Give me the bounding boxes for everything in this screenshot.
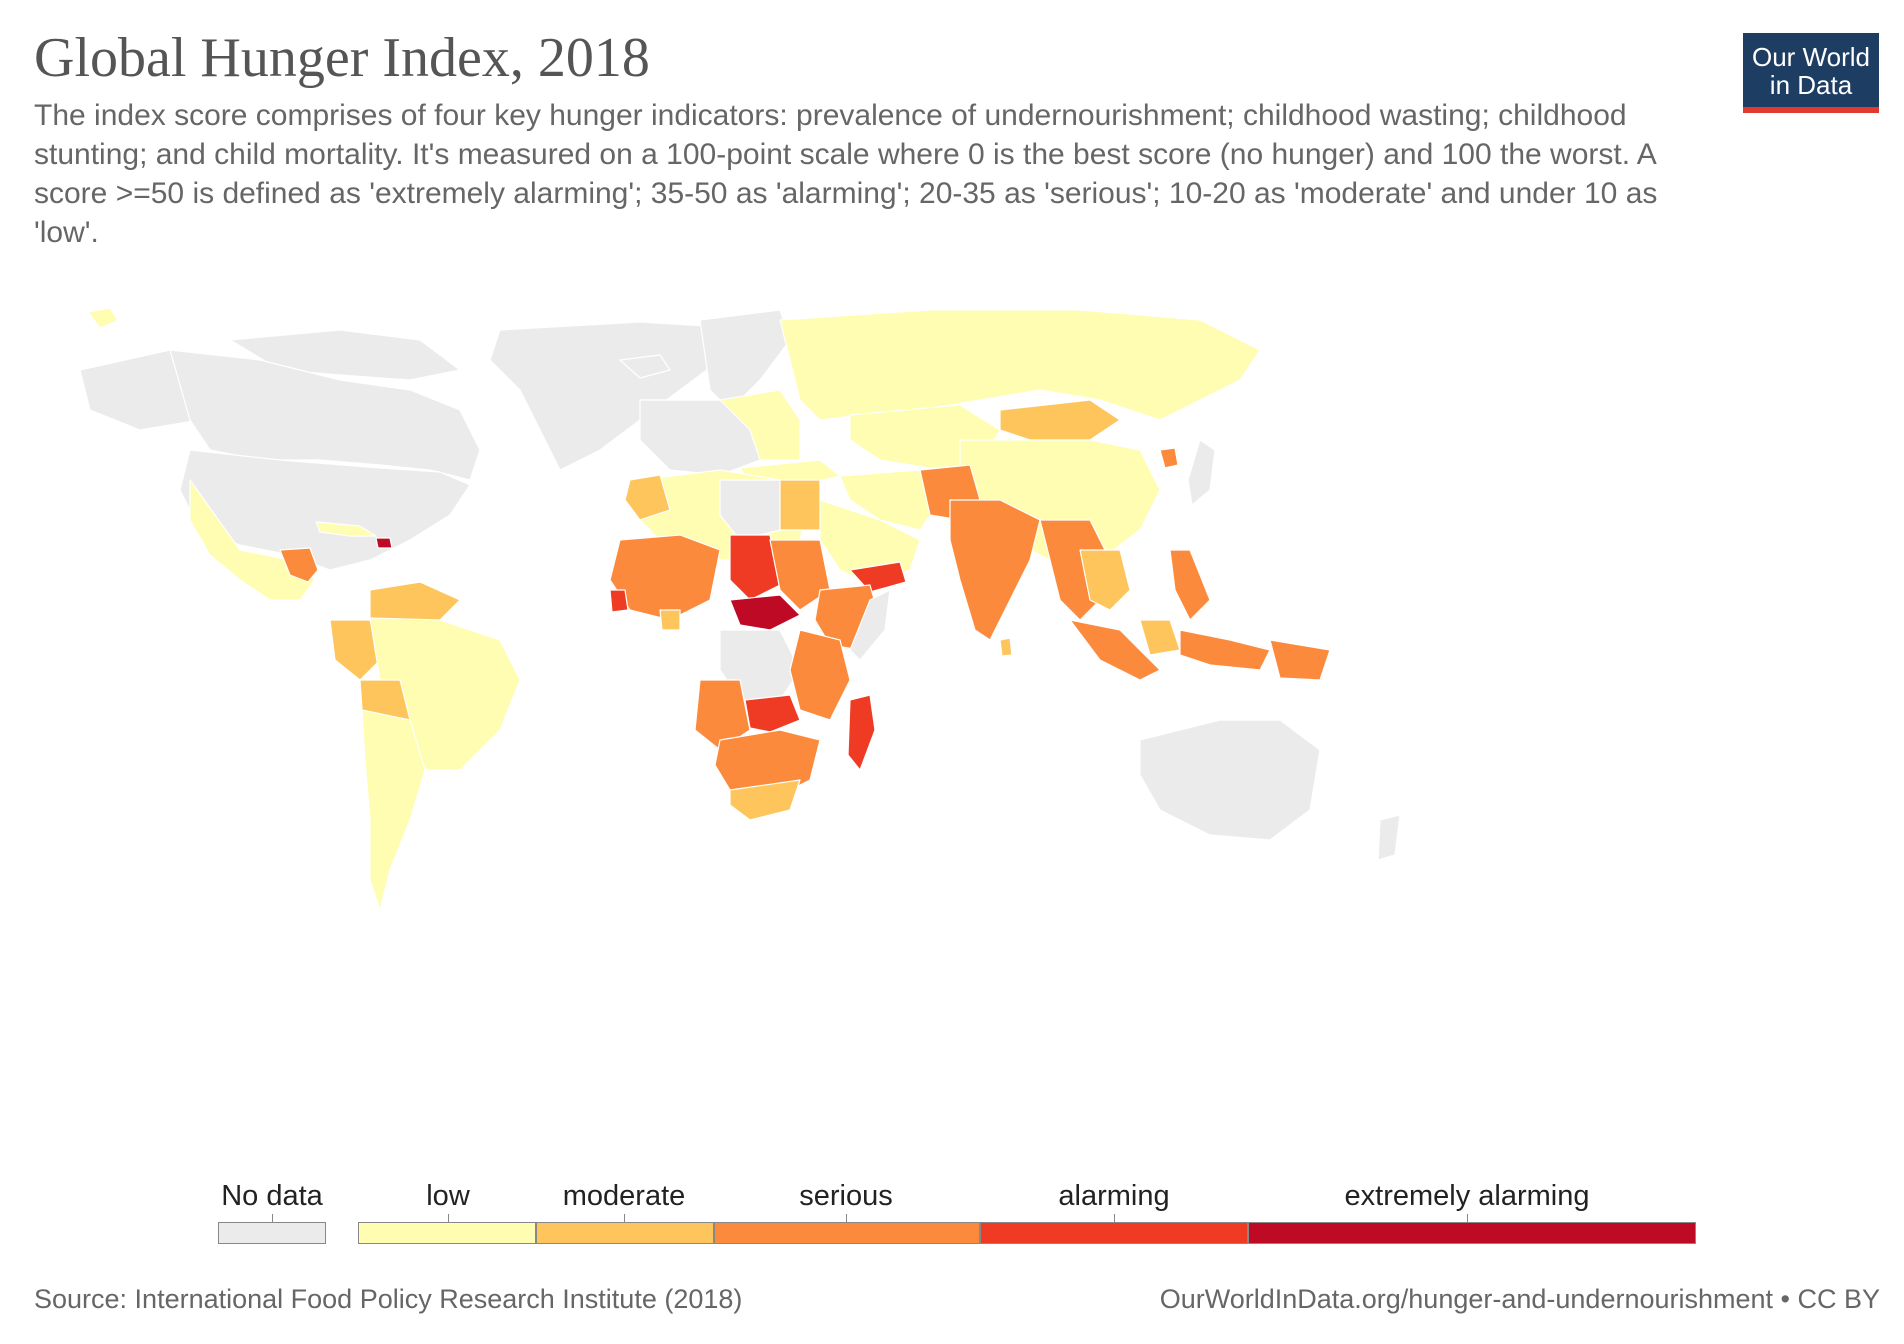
- legend-bin-extremely-alarming-label: extremely alarming: [1344, 1180, 1590, 1212]
- region-gulf-of-guinea[interactable]: [659, 609, 681, 631]
- region-new-zealand[interactable]: [1377, 814, 1401, 861]
- region-mexico[interactable]: [189, 479, 316, 601]
- region-morocco[interactable]: [624, 474, 671, 521]
- region-west-coast[interactable]: [609, 589, 629, 613]
- logo-line-2: in Data: [1769, 70, 1853, 100]
- legend-bin-alarming[interactable]: [980, 1222, 1248, 1244]
- legend-bin-low-label: low: [426, 1180, 470, 1212]
- world-map[interactable]: [80, 300, 1680, 1120]
- owid-logo[interactable]: Our World in Data: [1743, 33, 1879, 113]
- legend-bin-moderate[interactable]: [536, 1222, 714, 1244]
- footer-link[interactable]: OurWorldInData.org/hunger-and-undernouri…: [1159, 1284, 1880, 1314]
- chart-subtitle: The index score comprises of four key hu…: [34, 99, 1658, 249]
- region-philippines[interactable]: [1169, 549, 1211, 621]
- region-indonesia-west[interactable]: [1069, 619, 1161, 681]
- source-note: Source: International Food Policy Resear…: [34, 1284, 743, 1314]
- region-yemen[interactable]: [849, 561, 907, 593]
- region-arctic-island[interactable]: [87, 307, 119, 329]
- region-indonesia-central[interactable]: [1139, 619, 1181, 656]
- legend-bin-extremely-alarming[interactable]: [1248, 1222, 1696, 1244]
- region-scandinavia[interactable]: [699, 309, 791, 411]
- region-central-america[interactable]: [279, 547, 319, 583]
- region-india[interactable]: [949, 499, 1041, 641]
- legend-tick: [1114, 1214, 1115, 1222]
- region-sri-lanka[interactable]: [999, 637, 1013, 657]
- region-cuba[interactable]: [315, 521, 377, 537]
- region-eastern-europe[interactable]: [719, 389, 801, 461]
- region-haiti[interactable]: [375, 537, 393, 549]
- region-russia[interactable]: [779, 309, 1261, 421]
- region-south-africa[interactable]: [729, 779, 801, 821]
- region-papua[interactable]: [1269, 639, 1331, 681]
- region-east-africa[interactable]: [789, 629, 851, 721]
- logo-line-1: Our World: [1752, 42, 1870, 72]
- legend: No data low moderate serious alarming ex…: [0, 1180, 1904, 1244]
- region-sudan[interactable]: [769, 539, 831, 611]
- chart-title: Global Hunger Index, 2018: [34, 27, 650, 89]
- region-zambia[interactable]: [744, 694, 801, 733]
- region-canada[interactable]: [169, 349, 481, 481]
- legend-bin-moderate-label: moderate: [562, 1180, 686, 1212]
- region-north-korea[interactable]: [1159, 447, 1179, 469]
- region-japan[interactable]: [1187, 439, 1216, 506]
- legend-no-data-swatch[interactable]: [218, 1222, 326, 1244]
- legend-bin-serious-label: serious: [799, 1180, 893, 1212]
- region-iceland[interactable]: [619, 354, 671, 379]
- region-madagascar[interactable]: [847, 694, 876, 771]
- region-chad[interactable]: [729, 534, 781, 601]
- legend-tick: [272, 1214, 273, 1222]
- region-central-african-republic[interactable]: [729, 594, 801, 631]
- legend-tick: [846, 1214, 847, 1222]
- region-sahel-west[interactable]: [609, 534, 721, 621]
- legend-bin-alarming-label: alarming: [1058, 1180, 1170, 1212]
- region-egypt[interactable]: [779, 479, 821, 531]
- region-mongolia[interactable]: [999, 399, 1121, 441]
- legend-tick: [1467, 1214, 1468, 1222]
- region-indonesia-east[interactable]: [1179, 629, 1271, 671]
- legend-bin-low[interactable]: [358, 1222, 536, 1244]
- region-peru-ecuador[interactable]: [329, 619, 381, 681]
- legend-tick: [624, 1214, 625, 1222]
- legend-tick: [448, 1214, 449, 1222]
- region-australia[interactable]: [1139, 719, 1321, 841]
- region-somalia[interactable]: [849, 589, 891, 661]
- region-southern-cone[interactable]: [361, 709, 426, 911]
- region-thailand-vietnam[interactable]: [1079, 549, 1131, 611]
- legend-bin-serious[interactable]: [714, 1222, 980, 1244]
- legend-no-data-label: No data: [221, 1180, 323, 1212]
